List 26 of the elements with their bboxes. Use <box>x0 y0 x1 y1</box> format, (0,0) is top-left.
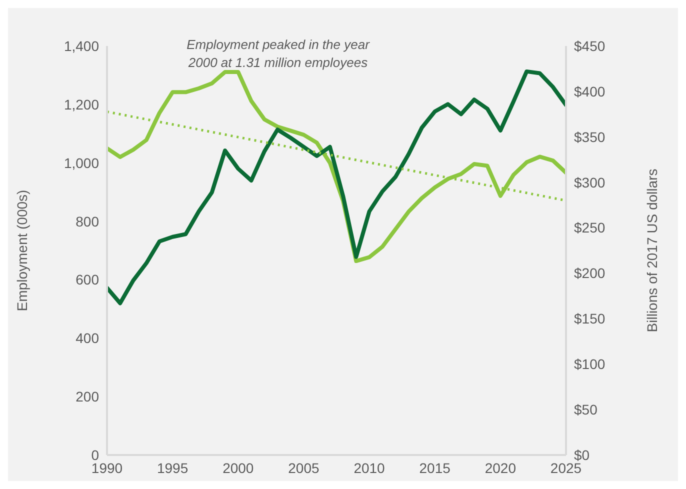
y2-tick-label: $250 <box>574 220 606 236</box>
x-tick-label: 2015 <box>419 460 451 476</box>
y2-tick-label: $450 <box>574 38 606 54</box>
y-tick-label: 1,400 <box>64 38 100 54</box>
y2-tick-label: $350 <box>574 128 606 145</box>
y2-tick-label: $300 <box>574 174 606 190</box>
y-tick-label: 200 <box>76 388 100 405</box>
y-axis-title: Employment (000s) <box>14 190 30 312</box>
y2-tick-label: $200 <box>574 265 606 282</box>
y-tick-label: 1,200 <box>64 96 100 112</box>
y2-tick-label: $100 <box>574 356 606 372</box>
x-tick-label: 2005 <box>288 460 320 476</box>
y2-tick-label: $150 <box>574 310 606 327</box>
x-tick-label: 2000 <box>222 460 254 476</box>
y2-tick-label: $50 <box>574 402 598 418</box>
y-tick-label: 600 <box>76 272 100 288</box>
y2-axis-title: Billions of 2017 US dollars <box>644 168 660 332</box>
y-tick-label: 400 <box>76 330 100 346</box>
y-tick-label: 1,000 <box>64 154 100 171</box>
y2-tick-label: $400 <box>574 83 606 100</box>
x-tick-label: 1995 <box>156 460 188 476</box>
y-tick-label: 800 <box>76 213 100 230</box>
line-series <box>107 69 566 306</box>
annotation: Employment peaked in the year 2000 at 1.31 million employees <box>186 36 371 72</box>
x-tick-label: 2020 <box>484 460 516 476</box>
x-tick-label: 2010 <box>354 460 386 476</box>
